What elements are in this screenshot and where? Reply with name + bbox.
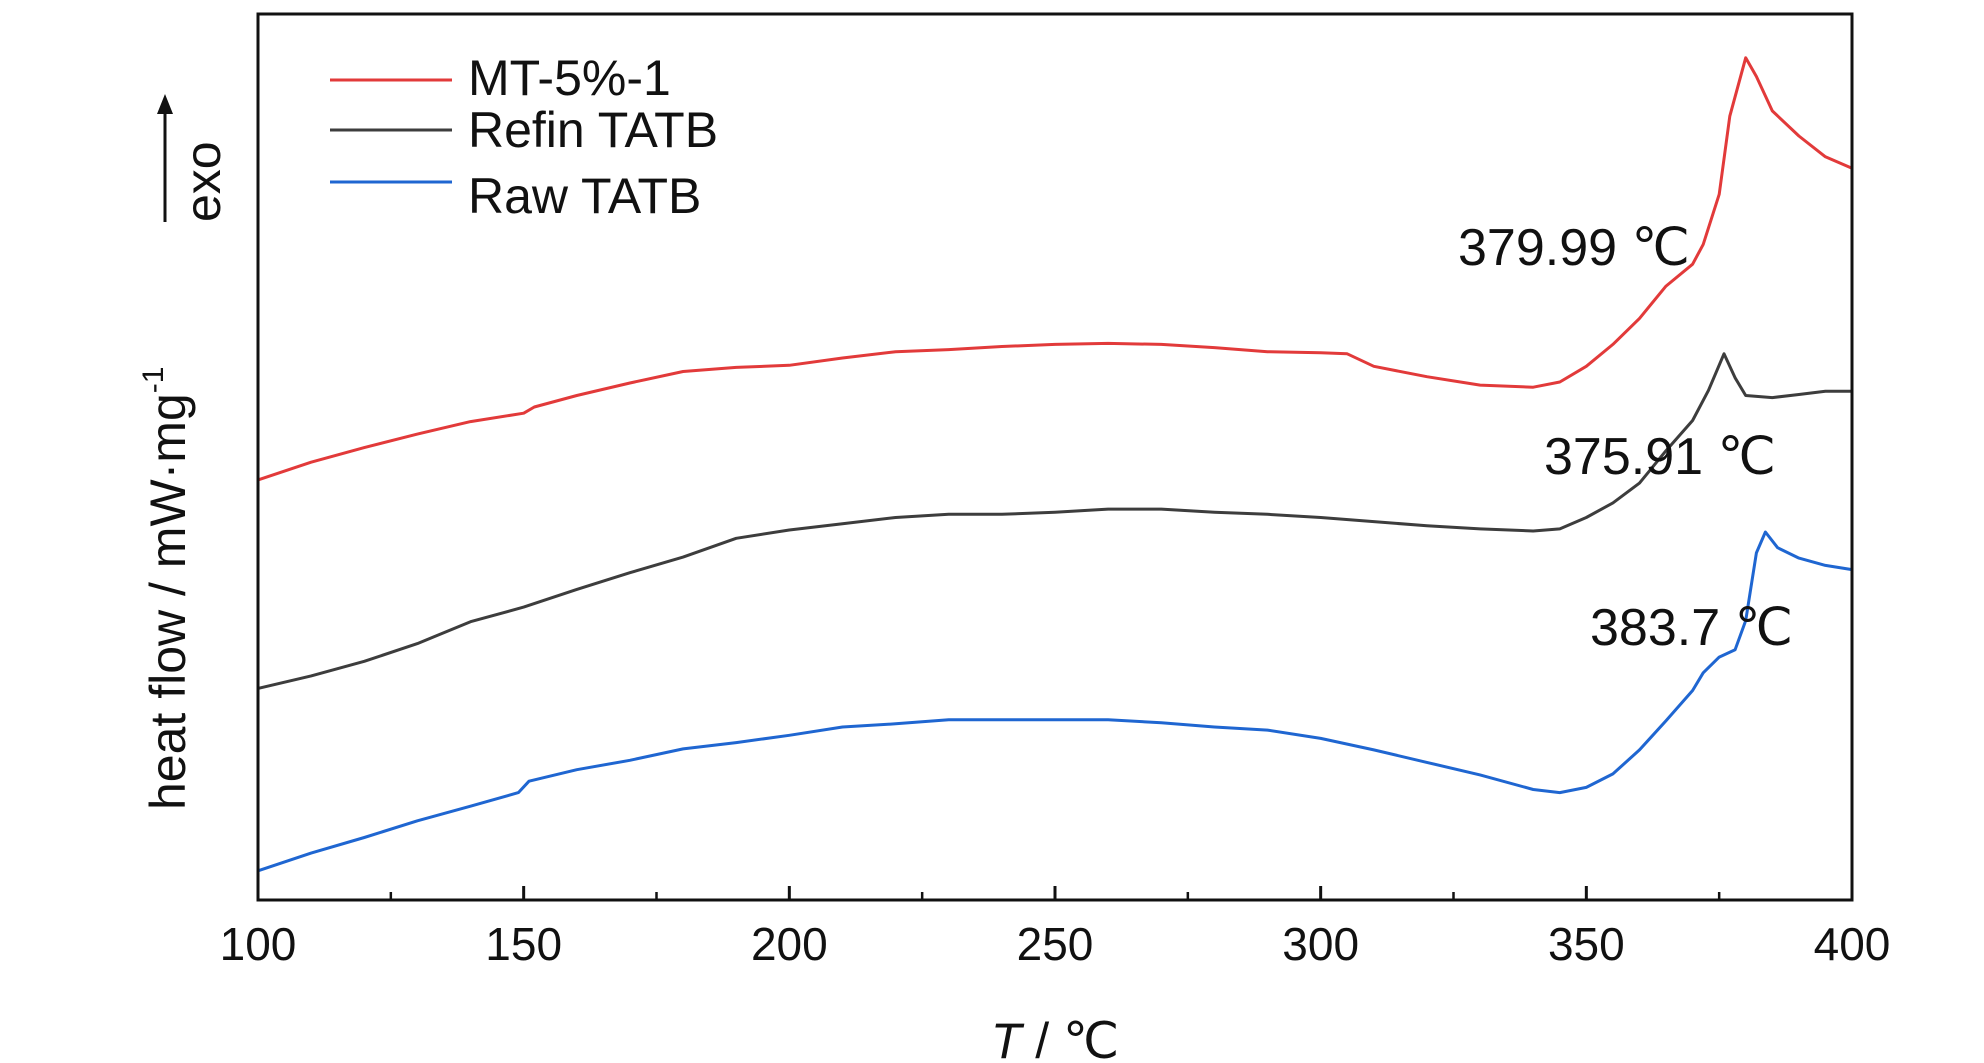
legend-entry-mt: MT-5%-1 [330,50,671,106]
x-tick-label: 200 [751,918,828,970]
legend-label-refin: Refin TATB [468,102,718,158]
x-axis-label-unit: / ℃ [1021,1013,1119,1063]
peak-annotation-raw: 383.7 ℃ [1590,599,1793,657]
peak-annotation-mt: 379.99 ℃ [1458,219,1690,277]
series-line-2 [257,530,1853,873]
x-tick-label: 400 [1814,918,1891,970]
x-axis: 100 150 200 250 300 350 400 [220,886,1891,970]
x-tick-label: 100 [220,918,297,970]
y-axis-label: heat flow / mW·mg-1 [137,367,196,810]
x-tick-label: 300 [1282,918,1359,970]
exo-label: exo [175,141,231,222]
x-tick-label: 250 [1017,918,1094,970]
x-axis-label: T / ℃ [991,1013,1119,1063]
series-layer [257,56,1853,873]
legend-entry-refin: Refin TATB [330,102,718,158]
y-axis-label-superscript: -1 [137,367,170,394]
series-line-1 [257,352,1852,690]
legend-label-mt: MT-5%-1 [468,50,671,106]
y-axis-label-main: heat flow / mW·mg [140,393,196,810]
x-tick-label: 150 [485,918,562,970]
x-tick-label: 350 [1548,918,1625,970]
exo-indicator: exo [157,94,231,222]
x-axis-label-variable: T [991,1013,1025,1063]
legend-label-raw: Raw TATB [468,168,701,224]
legend-entry-raw: Raw TATB [330,168,701,224]
series-line-0 [257,56,1853,482]
exo-arrow-head-icon [157,94,173,114]
peak-annotation-refin: 375.91 ℃ [1544,428,1776,486]
legend: MT-5%-1 Refin TATB Raw TATB [330,50,718,224]
